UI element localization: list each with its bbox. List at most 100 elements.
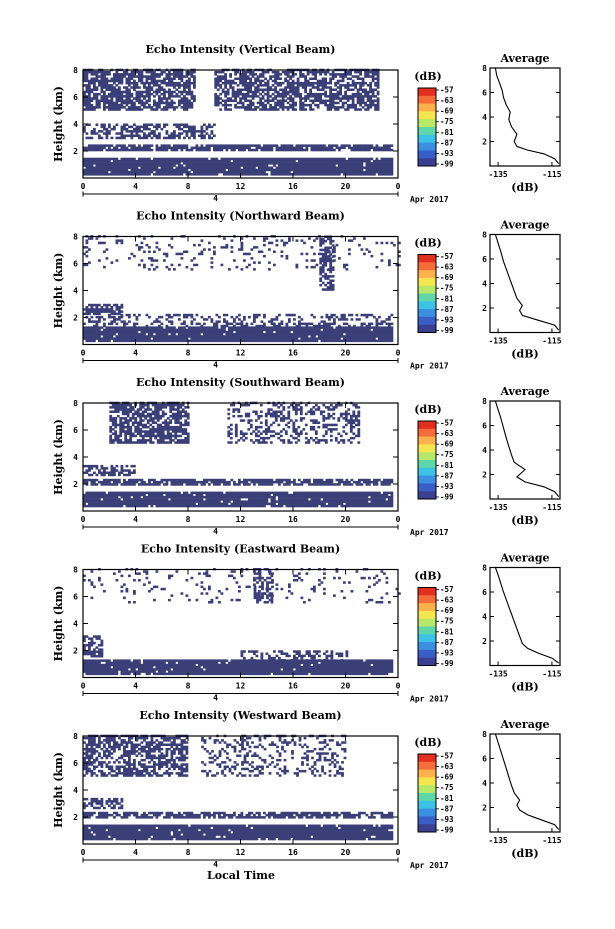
echo-cell: [200, 146, 204, 150]
echo-cell: [138, 86, 141, 89]
echo-cell: [123, 166, 126, 169]
echo-cell: [165, 164, 169, 167]
echo-cell: [100, 77, 104, 80]
echo-cell: [269, 99, 272, 102]
echo-cell: [248, 166, 251, 169]
echo-cell: [324, 246, 328, 249]
echo-cell: [110, 157, 114, 161]
echo-cell: [360, 324, 364, 328]
echo-cell: [198, 146, 201, 150]
echo-cell: [90, 88, 94, 91]
echo-cell: [290, 337, 294, 340]
echo-cell: [303, 339, 306, 343]
echo-cell: [85, 75, 89, 78]
echo-cell: [388, 144, 391, 147]
echo-cell: [324, 283, 328, 287]
echo-cell: [380, 252, 384, 256]
echo-cell: [323, 173, 326, 176]
echo-cell: [390, 162, 394, 165]
echo-cell: [255, 162, 259, 165]
echo-cell: [275, 339, 279, 343]
echo-cell: [105, 170, 109, 174]
echo-cell: [328, 339, 331, 343]
echo-cell: [185, 504, 189, 508]
echo-cell: [244, 70, 247, 74]
echo-cell: [180, 164, 184, 167]
echo-cell: [250, 166, 254, 169]
echo-cell: [233, 500, 236, 503]
echo-cell: [329, 253, 333, 256]
echo-cell: [218, 164, 221, 167]
echo-cell: [279, 95, 282, 98]
echo-cell: [95, 308, 99, 311]
echo-cell: [130, 328, 134, 332]
echo-cell: [268, 320, 271, 323]
echo-cell: [251, 92, 255, 96]
echo-cell: [103, 170, 106, 174]
echo-cell: [270, 157, 274, 161]
echo-cell: [98, 164, 101, 167]
echo-cell: [345, 330, 349, 334]
echo-cell: [220, 491, 224, 495]
echo-cell: [145, 86, 149, 89]
echo-cell: [190, 103, 194, 107]
echo-cell: [178, 500, 181, 503]
echo-cell: [105, 168, 109, 172]
echo-cell: [339, 73, 342, 76]
echo-cell: [208, 164, 211, 167]
echo-cell: [245, 335, 249, 338]
echo-cell: [150, 88, 154, 91]
echo-cell: [288, 328, 291, 332]
echo-cell: [140, 103, 144, 107]
echo-cell: [185, 265, 189, 269]
echo-cell: [108, 328, 111, 332]
echo-cell: [245, 337, 249, 340]
echo-cell: [170, 320, 174, 323]
echo-cell: [303, 333, 306, 336]
echo-cell: [155, 326, 159, 329]
echo-cell: [203, 157, 206, 161]
echo-cell: [320, 326, 324, 329]
echo-cell: [230, 250, 234, 253]
echo-cell: [190, 70, 194, 74]
echo-cell: [289, 84, 292, 87]
echo-cell: [150, 170, 154, 174]
echo-cell: [165, 500, 169, 503]
echo-cell: [183, 90, 186, 94]
echo-cell: [329, 106, 332, 109]
echo-cell: [335, 315, 339, 319]
date-label: Apr 2017: [410, 362, 449, 371]
echo-cell: [158, 101, 161, 105]
echo-cell: [366, 103, 370, 107]
echo-cell: [140, 99, 144, 102]
echo-cell: [200, 166, 204, 169]
echo-cell: [100, 166, 104, 169]
echo-cell: [165, 75, 169, 78]
echo-cell: [115, 495, 119, 499]
x-tick-label: 4: [133, 182, 138, 191]
echo-cell: [375, 166, 379, 169]
echo-cell: [240, 168, 244, 172]
echo-cell: [325, 313, 329, 317]
echo-cell: [120, 146, 124, 150]
echo-cell: [309, 77, 312, 80]
echo-cell: [341, 79, 345, 83]
echo-cell: [128, 337, 131, 340]
echo-cell: [118, 339, 121, 343]
echo-cell: [108, 88, 111, 91]
echo-cell: [340, 335, 344, 338]
echo-cell: [214, 95, 218, 98]
echo-cell: [118, 159, 121, 163]
echo-cell: [115, 173, 119, 176]
echo-cell: [300, 157, 304, 161]
echo-cell: [388, 173, 391, 176]
echo-cell: [95, 75, 99, 78]
echo-cell: [185, 170, 189, 174]
echo-cell: [291, 84, 295, 87]
echo-cell: [163, 330, 166, 334]
echo-cell: [385, 330, 389, 334]
echo-cell: [355, 337, 359, 340]
echo-cell: [358, 337, 361, 340]
echo-cell: [374, 84, 377, 87]
echo-cell: [128, 75, 131, 78]
